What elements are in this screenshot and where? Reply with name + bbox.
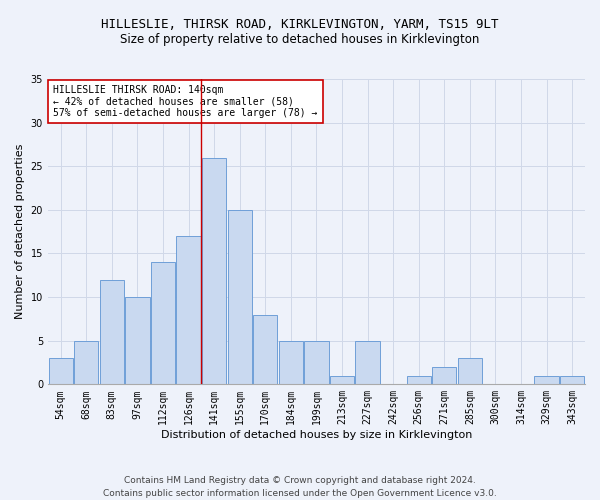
Text: HILLESLIE, THIRSK ROAD, KIRKLEVINGTON, YARM, TS15 9LT: HILLESLIE, THIRSK ROAD, KIRKLEVINGTON, Y… xyxy=(101,18,499,30)
Bar xyxy=(304,340,329,384)
Text: HILLESLIE THIRSK ROAD: 140sqm
← 42% of detached houses are smaller (58)
57% of s: HILLESLIE THIRSK ROAD: 140sqm ← 42% of d… xyxy=(53,85,317,118)
Bar xyxy=(227,210,252,384)
Y-axis label: Number of detached properties: Number of detached properties xyxy=(15,144,25,320)
Bar xyxy=(279,340,303,384)
Bar xyxy=(535,376,559,384)
Bar xyxy=(151,262,175,384)
Bar xyxy=(330,376,354,384)
Text: Size of property relative to detached houses in Kirklevington: Size of property relative to detached ho… xyxy=(121,32,479,46)
Bar xyxy=(202,158,226,384)
Bar xyxy=(49,358,73,384)
Bar xyxy=(74,340,98,384)
Bar xyxy=(253,314,277,384)
Bar xyxy=(407,376,431,384)
Bar xyxy=(176,236,201,384)
X-axis label: Distribution of detached houses by size in Kirklevington: Distribution of detached houses by size … xyxy=(161,430,472,440)
Bar xyxy=(432,367,457,384)
Bar xyxy=(560,376,584,384)
Bar xyxy=(100,280,124,384)
Bar xyxy=(125,297,149,384)
Text: Contains HM Land Registry data © Crown copyright and database right 2024.
Contai: Contains HM Land Registry data © Crown c… xyxy=(103,476,497,498)
Bar xyxy=(355,340,380,384)
Bar xyxy=(458,358,482,384)
